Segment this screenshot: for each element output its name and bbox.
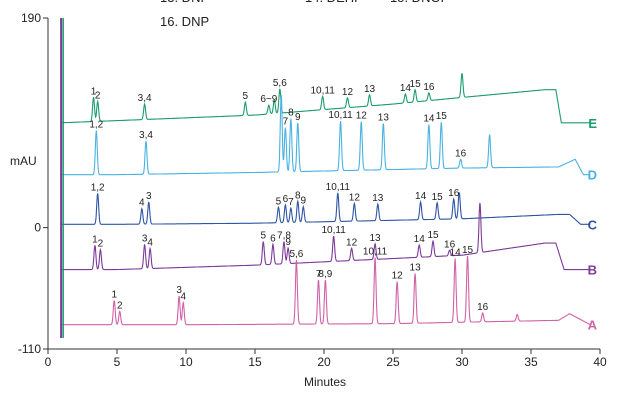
- peak-label: 10,11: [322, 225, 347, 236]
- peak-label: 13: [378, 112, 390, 123]
- peak-label: 9: [285, 237, 291, 248]
- peak-label: 14: [414, 234, 426, 245]
- peak-label: 1: [92, 234, 98, 245]
- peak-label: 8: [295, 190, 301, 201]
- peak-label: 15: [436, 111, 448, 122]
- peak-label: 1,2: [89, 120, 103, 131]
- series-label-B: B: [588, 263, 597, 278]
- peak-label: 16: [477, 302, 489, 313]
- legend-entry: 15. DNOP: [390, 0, 449, 5]
- peak-label: 5: [243, 91, 249, 102]
- x-tick-label: 25: [386, 355, 400, 369]
- series-label-A: A: [588, 318, 598, 333]
- peak-label: 4: [147, 238, 153, 249]
- peak-label: 3,4: [138, 93, 152, 104]
- peak-label: 15: [427, 230, 439, 241]
- peak-label: 1,2: [91, 182, 105, 193]
- peak-label: 15: [432, 192, 444, 203]
- peak-label: 15: [462, 245, 474, 256]
- peak-label: 3,4: [139, 130, 153, 141]
- x-tick-label: 40: [593, 355, 607, 369]
- y-tick-label: -110: [18, 342, 41, 356]
- peak-label: 16: [455, 148, 467, 159]
- peak-label: 10,11: [326, 182, 351, 193]
- peak-label: 10,11: [310, 85, 335, 96]
- peak-label: 4: [180, 292, 186, 303]
- peak-label: 9: [301, 196, 307, 207]
- peak-label: 7: [316, 269, 322, 280]
- peak-label: 12: [349, 192, 361, 203]
- trace-B: [60, 202, 591, 271]
- peak-label: 3: [146, 191, 152, 202]
- legend: 13. DNP 14. DEHP 15. DNOP 16. DNP: [160, 0, 449, 29]
- peak-label: 7,8: [277, 231, 291, 242]
- legend-entry: 13. DNP: [160, 0, 209, 5]
- peak-label: 3: [176, 285, 182, 296]
- peak-label: 8,9: [318, 269, 332, 280]
- peak-label: 13: [364, 84, 376, 95]
- peak-label: 14: [400, 83, 412, 94]
- y-axis-label: mAU: [10, 154, 37, 168]
- peak-label: 12: [342, 87, 354, 98]
- x-tick-label: 20: [317, 355, 331, 369]
- peak-label: 2: [117, 300, 123, 311]
- peak-label: 12: [346, 237, 358, 248]
- trace-C: [60, 192, 591, 225]
- peak-label: 12: [356, 111, 368, 122]
- peak-label: 15: [410, 79, 422, 90]
- peak-label: 4: [139, 198, 145, 209]
- peak-label: 5: [276, 196, 282, 207]
- y-tick-label: 190: [21, 11, 41, 25]
- peak-label: 16: [423, 82, 435, 93]
- trace-E: [60, 73, 591, 124]
- peak-label: 8: [288, 108, 294, 119]
- peak-label: 5,6: [273, 78, 287, 89]
- peak-label: 14: [450, 247, 462, 258]
- peak-label: 14: [415, 191, 427, 202]
- peak-label: 5: [260, 231, 266, 242]
- peak-label: 1: [91, 86, 97, 97]
- peak-label: 3: [142, 233, 148, 244]
- legend-entry: 14. DEHP: [305, 0, 363, 5]
- x-tick-label: 15: [248, 355, 262, 369]
- series-label-E: E: [588, 116, 597, 131]
- trace-D: [60, 94, 591, 176]
- peak-label: 13: [369, 233, 381, 244]
- peak-label: 14: [423, 114, 435, 125]
- x-axis-label: Minutes: [304, 375, 346, 389]
- peak-label: 12: [392, 271, 404, 282]
- peak-label: 9: [295, 112, 301, 123]
- x-tick-label: 5: [114, 355, 121, 369]
- y-tick-label: 0: [34, 221, 41, 235]
- x-tick-label: 10: [179, 355, 193, 369]
- peak-label: 6: [270, 233, 276, 244]
- peak-label: 6~9: [260, 94, 277, 105]
- legend-entry: 16. DNP: [160, 14, 209, 29]
- x-tick-label: 30: [455, 355, 469, 369]
- peak-label: 1: [111, 289, 117, 300]
- peak-label: 7: [288, 197, 294, 208]
- peak-label: 6: [283, 194, 289, 205]
- peak-label: 13: [410, 263, 422, 274]
- peak-label: 16: [448, 188, 460, 199]
- peak-label: 2: [95, 91, 101, 102]
- peak-label: 10,11: [363, 247, 388, 258]
- peak-label: 10,11: [328, 110, 353, 121]
- peak-label: 13: [372, 193, 384, 204]
- peak-label: 2: [98, 239, 104, 250]
- trace-A: [60, 255, 591, 326]
- peak-label: 5,6: [289, 249, 303, 260]
- series-label-D: D: [588, 168, 597, 183]
- x-tick-label: 0: [45, 355, 52, 369]
- peak-label: 7: [283, 117, 289, 128]
- peak-label: 16: [444, 239, 456, 250]
- series-label-C: C: [588, 217, 598, 232]
- x-tick-label: 35: [524, 355, 538, 369]
